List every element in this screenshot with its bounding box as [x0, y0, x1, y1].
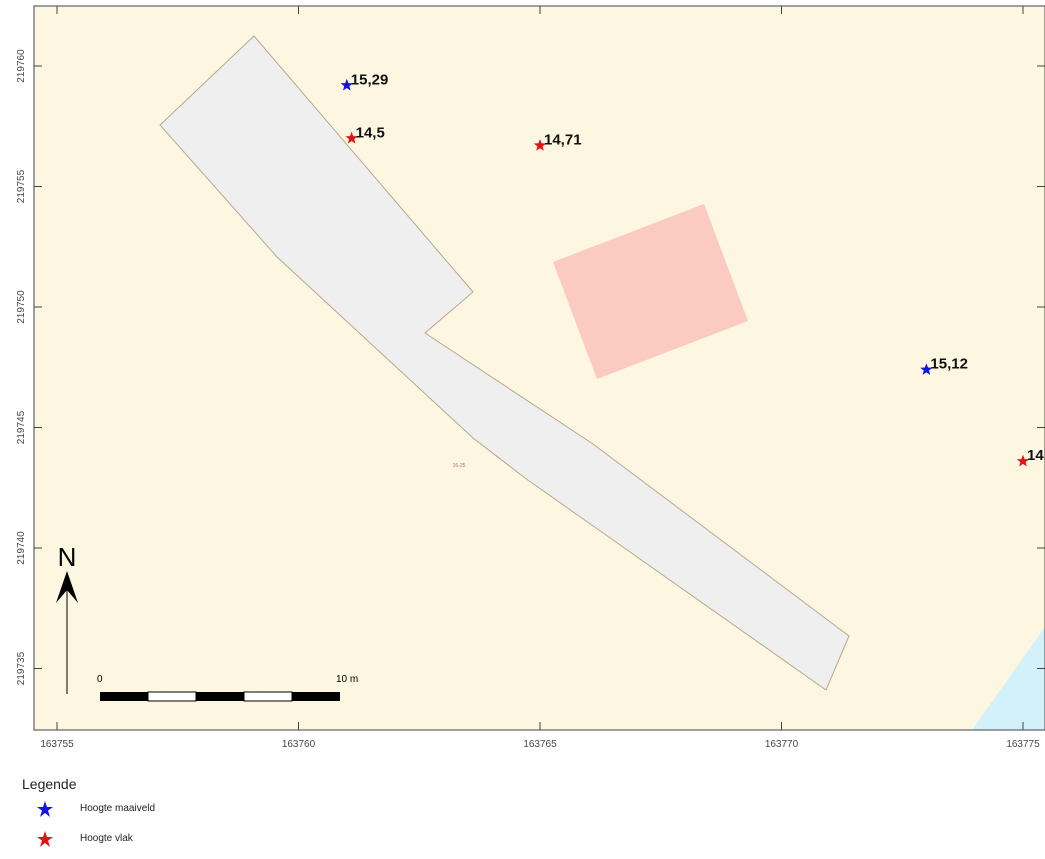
- x-tick-label: 163760: [282, 739, 316, 750]
- north-arrow-icon: [56, 571, 78, 603]
- legend-label-vlak: Hoogte vlak: [80, 833, 133, 844]
- scale-bar: 0 10 m: [97, 674, 358, 702]
- x-tick-label: 163755: [40, 739, 74, 750]
- y-tick-label: 219745: [16, 410, 27, 444]
- parcel-label: 16-25: [453, 463, 466, 469]
- blue-star-icon: [37, 801, 53, 817]
- scale-end-label: 10 m: [336, 674, 358, 685]
- y-tick-label: 219740: [16, 531, 27, 565]
- y-tick-label: 219760: [16, 49, 27, 83]
- x-tick-label: 163775: [1006, 739, 1040, 750]
- point-label: 14,71: [544, 132, 582, 149]
- red-star-icon[interactable]: [533, 139, 547, 151]
- y-tick-label: 219750: [16, 290, 27, 324]
- y-tick-label: 219735: [16, 651, 27, 685]
- y-tick-label: 219755: [16, 169, 27, 203]
- point-label: 15,12: [930, 356, 968, 373]
- legend: Legende Hoogte maaiveld Hoogte vlak: [0, 760, 1045, 859]
- x-tick-label: 163765: [523, 739, 557, 750]
- north-label: N: [58, 542, 77, 572]
- point-label: 14,5: [356, 124, 385, 141]
- point-label: 15,29: [351, 71, 389, 88]
- scale-start-label: 0: [97, 674, 103, 685]
- parcel-polygon: [159, 35, 850, 691]
- measurement-points: 15,2914,514,7115,1214,6515,0915,1915,211…: [340, 71, 1045, 467]
- building: [553, 204, 748, 379]
- blue-star-icon[interactable]: [920, 363, 933, 375]
- red-star-icon[interactable]: [345, 131, 358, 144]
- map-canvas[interactable]: 16-25 1637551637601637651637701637751637…: [0, 0, 1045, 760]
- x-tick-label: 163770: [765, 739, 799, 750]
- water-area: [972, 627, 1045, 730]
- red-star-icon: [37, 831, 53, 847]
- red-star-icon[interactable]: [1016, 454, 1030, 467]
- north-arrow: N: [56, 542, 78, 694]
- point-label: 14,65: [1027, 447, 1045, 464]
- legend-label-maaiveld: Hoogte maaiveld: [80, 803, 156, 814]
- blue-star-icon[interactable]: [340, 78, 353, 91]
- legend-title: Legende: [22, 776, 77, 792]
- axis-ticks: 1637551637601637651637701637751637801637…: [16, 5, 1045, 750]
